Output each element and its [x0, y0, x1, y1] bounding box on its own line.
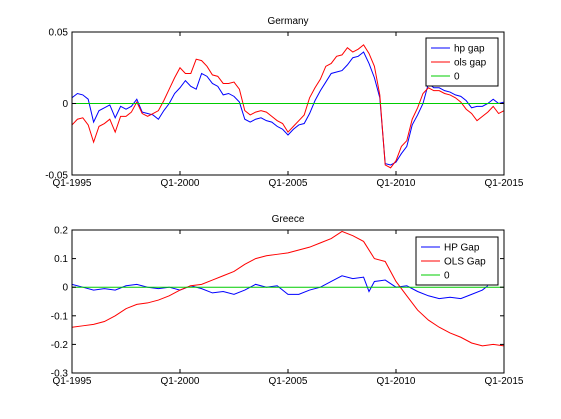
legend-label: 0 — [454, 72, 460, 83]
x-tick-label: Q1-2005 — [269, 178, 308, 189]
y-tick-label: -0.3 — [51, 369, 69, 380]
chart-title: Greece — [272, 214, 305, 225]
legend-label: OLS Gap — [444, 257, 486, 268]
series-line-ols-gap — [72, 44, 504, 169]
series-line-ols-gap — [72, 230, 504, 347]
y-tick-label: -0.1 — [51, 311, 69, 322]
x-tick-label: Q1-2015 — [485, 376, 524, 387]
y-tick-label: -0.2 — [51, 340, 69, 351]
x-tick-label: Q1-2000 — [161, 376, 200, 387]
legend: HP Gap OLS Gap 0 — [415, 236, 499, 286]
legend: hp gap ols gap 0 — [425, 37, 499, 87]
y-tick-label: 0 — [62, 99, 68, 110]
x-tick-label: Q1-2000 — [161, 178, 200, 189]
chart-title: Germany — [267, 16, 308, 27]
y-tick-label: 0.1 — [54, 254, 68, 265]
chart-greece: Greece Q1-1995 Q1-2000 Q1-2005 Q1-2010 Q1-201… — [51, 214, 524, 387]
legend-label: 0 — [444, 271, 450, 282]
legend-label: hp gap — [454, 44, 485, 55]
legend-label: ols gap — [454, 58, 487, 69]
y-tick-label: 0.2 — [54, 226, 68, 237]
y-tick-label: -0.05 — [45, 171, 68, 182]
y-tick-label: 0 — [62, 283, 68, 294]
x-tick-label: Q1-2005 — [269, 376, 308, 387]
x-tick-label: Q1-2010 — [377, 376, 416, 387]
x-tick-label: Q1-1995 — [53, 376, 92, 387]
chart-germany: Germany Q1-1995 Q1-2000 Q1-2005 Q1-2010 Q1-20… — [45, 16, 524, 189]
x-tick-label: Q1-2010 — [377, 178, 416, 189]
y-tick-label: 0.05 — [49, 28, 69, 39]
legend-label: HP Gap — [444, 243, 480, 254]
x-tick-label: Q1-2015 — [485, 178, 524, 189]
series-line-hp-gap — [72, 275, 489, 300]
x-tick-label: Q1-1995 — [53, 178, 92, 189]
